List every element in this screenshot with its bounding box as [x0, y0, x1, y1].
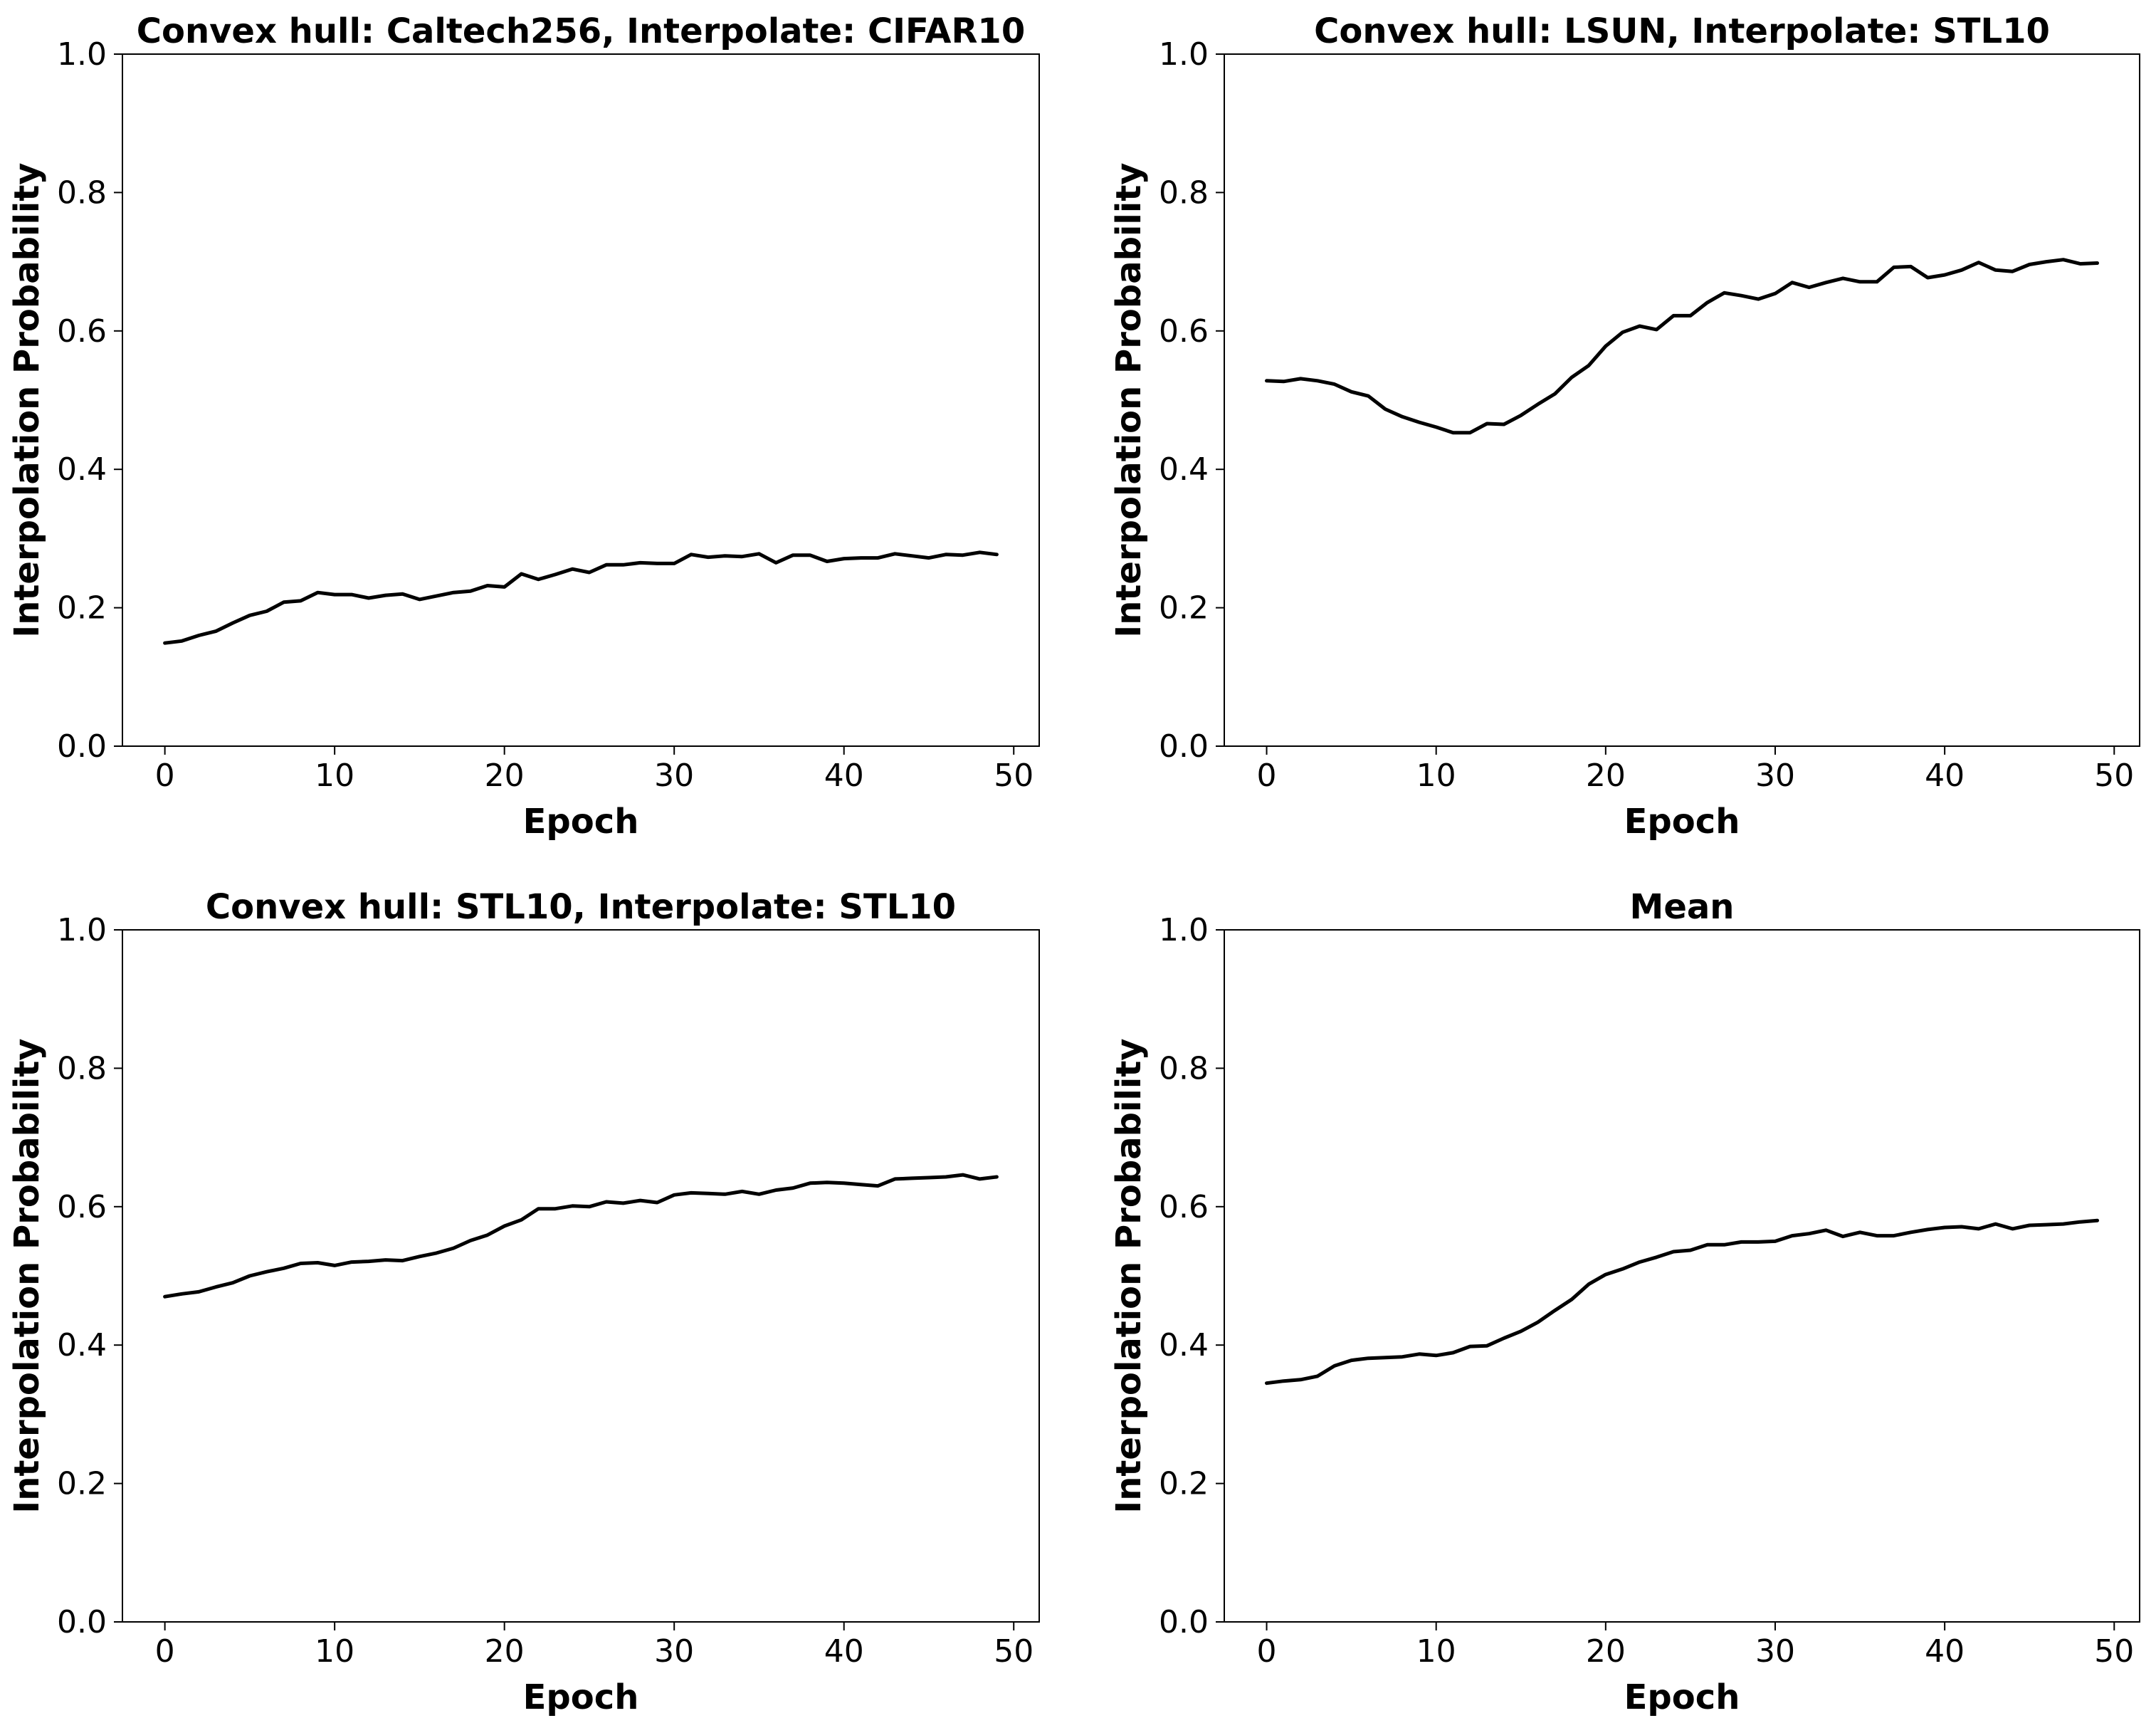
x-tick-label: 50	[994, 758, 1034, 794]
y-tick-label: 0.0	[57, 728, 107, 765]
y-axis-label: Interpolation Probability	[1109, 162, 1149, 637]
x-axis-label: Epoch	[1624, 1677, 1740, 1717]
y-tick-label: 0.6	[57, 1189, 107, 1225]
x-tick-label: 30	[1755, 758, 1795, 794]
x-tick-label: 20	[485, 758, 525, 794]
x-tick-label: 40	[1925, 758, 1965, 794]
x-tick-label: 0	[1257, 1633, 1277, 1670]
x-tick-label: 10	[315, 1633, 354, 1670]
y-tick-label: 0.4	[57, 1327, 107, 1363]
x-tick-label: 20	[1586, 758, 1626, 794]
x-tick-label: 20	[485, 1633, 525, 1670]
x-tick-label: 40	[824, 758, 864, 794]
chart-panel-1: Convex hull: Caltech256, Interpolate: CI…	[7, 11, 1040, 842]
y-axis-label: Interpolation Probability	[1109, 1038, 1149, 1513]
y-tick-label: 0.6	[1159, 1189, 1209, 1225]
y-tick-label: 0.4	[57, 451, 107, 488]
x-tick-label: 0	[155, 758, 175, 794]
series-line	[1265, 1218, 2099, 1386]
chart-title: Mean	[1630, 887, 1735, 927]
y-axis-label: Interpolation Probability	[7, 1038, 47, 1513]
y-tick-label: 0.6	[1159, 313, 1209, 350]
x-tick-label: 40	[824, 1633, 864, 1670]
x-tick-label: 10	[1416, 1633, 1456, 1670]
y-tick-label: 0.8	[1159, 1050, 1209, 1086]
y-tick-label: 0.8	[57, 1050, 107, 1086]
y-tick-label: 1.0	[57, 36, 107, 73]
y-tick-label: 0.2	[57, 590, 107, 627]
chart-panel-3: Convex hull: STL10, Interpolate: STL10 0 1…	[7, 887, 1040, 1717]
y-tick-label: 0.8	[57, 174, 107, 211]
y-tick-label: 0.2	[1159, 590, 1209, 627]
x-tick-label: 30	[1755, 1633, 1795, 1670]
y-tick-label: 0.0	[57, 1604, 107, 1640]
y-tick-label: 1.0	[1159, 912, 1209, 948]
x-axis-label: Epoch	[523, 802, 639, 842]
y-tick-label: 0.0	[1159, 1604, 1209, 1640]
x-tick-label: 10	[1416, 758, 1456, 794]
x-tick-label: 50	[2094, 1633, 2134, 1670]
y-tick-label: 0.2	[57, 1466, 107, 1502]
chart-title: Convex hull: STL10, Interpolate: STL10	[206, 887, 956, 927]
chart-title: Convex hull: LSUN, Interpolate: STL10	[1314, 11, 2050, 51]
y-tick-label: 0.4	[1159, 451, 1209, 488]
y-tick-label: 0.6	[57, 313, 107, 350]
x-tick-label: 0	[1257, 758, 1277, 794]
series-line	[163, 550, 999, 645]
x-tick-label: 50	[994, 1633, 1034, 1670]
x-tick-label: 40	[1925, 1633, 1965, 1670]
x-tick-label: 10	[315, 758, 354, 794]
plot-frame	[1224, 929, 2140, 1623]
y-tick-label: 0.4	[1159, 1327, 1209, 1363]
series-line	[1265, 258, 2099, 435]
y-axis-label: Interpolation Probability	[7, 162, 47, 637]
x-tick-label: 30	[654, 758, 694, 794]
chart-title: Convex hull: Caltech256, Interpolate: CI…	[137, 11, 1025, 51]
y-tick-label: 1.0	[57, 912, 107, 948]
y-tick-label: 0.2	[1159, 1466, 1209, 1502]
x-axis-label: Epoch	[523, 1677, 639, 1717]
plot-frame	[1224, 53, 2140, 747]
x-tick-label: 0	[155, 1633, 175, 1670]
series-line	[163, 1173, 999, 1299]
x-tick-label: 50	[2094, 758, 2134, 794]
chart-panel-4: Mean 0 10 20 30 40 50 0.0 0.2 0.4 0.6 0.8 1.0 Epoch In…	[1109, 887, 2140, 1717]
x-tick-label: 30	[654, 1633, 694, 1670]
x-axis-label: Epoch	[1624, 802, 1740, 842]
chart-panel-2: Convex hull: LSUN, Interpolate: STL10 0 10…	[1109, 11, 2140, 842]
y-tick-label: 1.0	[1159, 36, 1209, 73]
plot-frame	[122, 53, 1040, 747]
x-tick-label: 20	[1586, 1633, 1626, 1670]
plot-frame	[122, 929, 1040, 1623]
y-tick-label: 0.0	[1159, 728, 1209, 765]
y-tick-label: 0.8	[1159, 174, 1209, 211]
